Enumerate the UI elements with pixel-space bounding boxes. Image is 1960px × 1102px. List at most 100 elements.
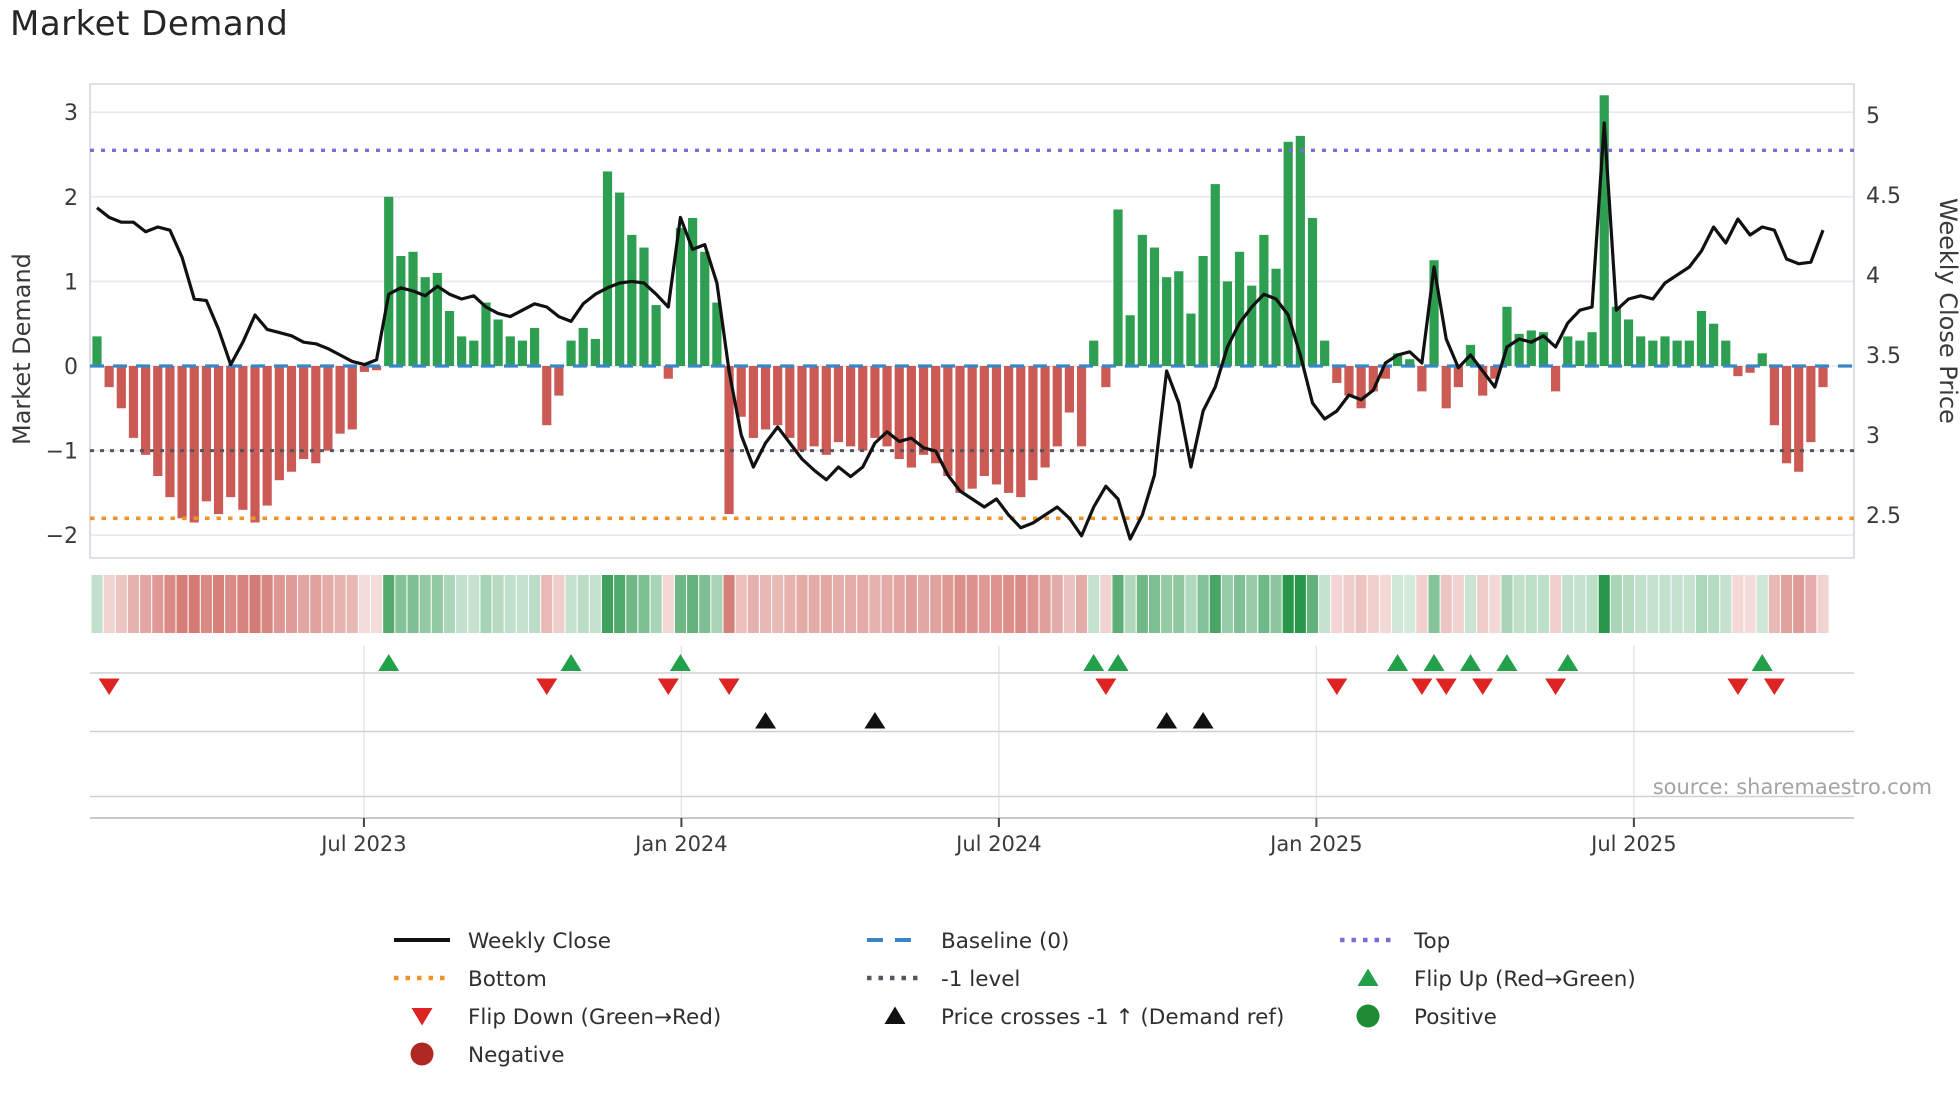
heatmap-cell — [735, 575, 747, 633]
heatmap-cell — [930, 575, 942, 633]
demand-bar — [1076, 366, 1087, 447]
flip-down-marker — [718, 678, 740, 695]
legend-item: Flip Down (Green→Red) — [411, 1005, 721, 1030]
legend-label: Flip Up (Red→Green) — [1414, 967, 1636, 992]
demand-bar — [943, 366, 953, 476]
demand-bar — [1295, 135, 1305, 366]
heatmap-cell — [990, 575, 1003, 633]
flip-down-marker — [536, 678, 558, 695]
heatmap-cell — [346, 575, 358, 633]
heatmap-cell — [529, 575, 541, 633]
heatmap-cell — [127, 575, 140, 633]
demand-bar — [335, 366, 345, 434]
demand-bar — [627, 234, 637, 366]
flip-down-marker — [1763, 678, 1785, 695]
demand-bar — [1672, 340, 1682, 366]
demand-bar — [1113, 209, 1123, 366]
heatmap-cell — [383, 575, 395, 633]
demand-bar — [1526, 330, 1536, 366]
heatmap-cell — [1124, 575, 1136, 633]
y-right-tick: 4.5 — [1866, 184, 1901, 209]
demand-bar — [1806, 366, 1816, 443]
x-tick-label: Jul 2024 — [954, 832, 1041, 856]
demand-bar — [371, 366, 382, 371]
heatmap-cell — [1647, 575, 1659, 633]
demand-bar — [1599, 95, 1609, 366]
flip-up-marker — [1496, 654, 1518, 671]
heatmap-cell — [103, 575, 115, 633]
demand-bar — [1028, 366, 1038, 481]
heatmap-cell — [1185, 575, 1197, 633]
heatmap-cell — [893, 575, 905, 633]
legend-label: Top — [1413, 929, 1450, 954]
legend-circle — [1356, 1004, 1380, 1028]
heatmap-cell — [1355, 575, 1367, 633]
demand-bar — [590, 338, 600, 366]
legend-item: Positive — [1356, 1004, 1497, 1030]
heatmap-cell — [1173, 575, 1185, 633]
demand-bar — [1137, 234, 1147, 366]
demand-bar — [457, 336, 467, 366]
demand-bar — [384, 196, 394, 366]
legend-item: Flip Up (Red→Green) — [1357, 967, 1636, 992]
demand-bar — [1453, 366, 1463, 388]
demand-bar — [226, 366, 236, 498]
demand-bar — [1648, 340, 1658, 366]
demand-bar — [1538, 332, 1549, 366]
flip-down-marker — [1472, 678, 1494, 695]
demand-bar — [1502, 306, 1512, 366]
demand-bar — [1551, 366, 1561, 392]
heatmap-cell — [638, 575, 650, 633]
heatmap-cell — [249, 575, 261, 633]
y-right-tick: 3 — [1866, 424, 1880, 449]
price-cross-marker — [864, 712, 886, 729]
demand-bar — [602, 171, 613, 366]
heatmap-cell — [140, 575, 152, 633]
demand-bar — [1769, 366, 1779, 426]
demand-bar — [1332, 366, 1342, 383]
heatmap-cell — [1477, 575, 1489, 633]
heatmap-cell — [1221, 575, 1233, 633]
heatmap-cell — [1209, 575, 1221, 633]
heatmap-cell — [1562, 575, 1574, 633]
heatmap-cell — [273, 575, 285, 633]
demand-bar — [1101, 366, 1111, 388]
legend-label: Positive — [1414, 1005, 1497, 1030]
demand-bar — [347, 366, 357, 430]
heatmap-cell — [334, 575, 346, 633]
demand-bar — [104, 366, 114, 388]
legend-circle — [410, 1042, 434, 1066]
heatmap-cell — [869, 575, 881, 633]
heatmap-cell — [1695, 575, 1708, 633]
heatmap-cell — [480, 575, 492, 633]
heatmap-cell — [285, 575, 298, 633]
heatmap-cell — [1440, 575, 1452, 633]
legend-triangle-up — [1357, 968, 1379, 986]
demand-heatmap — [91, 575, 1829, 633]
demand-bar — [1040, 366, 1050, 468]
heatmap-cell — [443, 575, 456, 633]
demand-bar — [748, 366, 758, 438]
demand-bar — [906, 366, 916, 468]
heatmap-cell — [419, 575, 431, 633]
heatmap-cell — [1282, 575, 1294, 633]
demand-bar — [396, 256, 406, 366]
flip-down-marker — [1727, 678, 1749, 695]
demand-bar — [359, 366, 370, 372]
heatmap-cell — [1112, 575, 1124, 633]
demand-bar — [213, 366, 224, 515]
flip-up-marker — [560, 654, 582, 671]
heatmap-cell — [565, 575, 577, 633]
heatmap-cell — [1525, 575, 1537, 633]
heatmap-cell — [650, 575, 662, 633]
flip-down-marker — [1435, 678, 1457, 695]
flip-down-marker — [1326, 678, 1348, 695]
demand-bar — [1089, 340, 1099, 366]
heatmap-cell — [322, 575, 334, 633]
demand-bar — [1380, 366, 1391, 379]
demand-bar — [1636, 336, 1646, 366]
heatmap-cell — [541, 575, 553, 633]
demand-bar — [554, 366, 564, 396]
heatmap-cell — [261, 575, 273, 633]
x-tick-label: Jul 2023 — [319, 832, 406, 856]
